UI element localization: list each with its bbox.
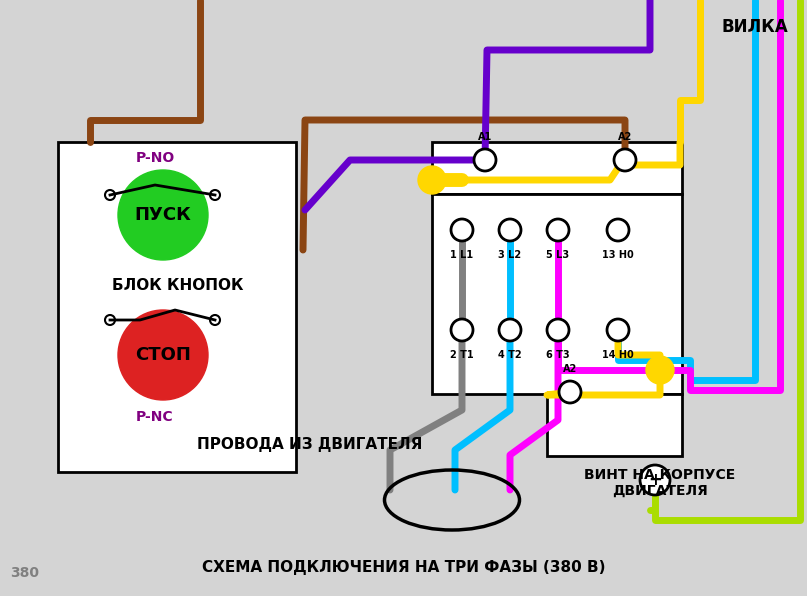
Text: 5 L3: 5 L3 xyxy=(546,250,570,260)
Circle shape xyxy=(418,166,446,194)
FancyBboxPatch shape xyxy=(432,142,682,194)
Circle shape xyxy=(607,319,629,341)
Text: 2 T1: 2 T1 xyxy=(450,350,474,360)
Text: 3 L2: 3 L2 xyxy=(499,250,521,260)
Text: A2: A2 xyxy=(562,364,577,374)
FancyBboxPatch shape xyxy=(58,142,296,472)
Circle shape xyxy=(499,219,521,241)
Circle shape xyxy=(614,149,636,171)
Circle shape xyxy=(118,310,208,400)
Text: 380: 380 xyxy=(10,566,39,580)
FancyBboxPatch shape xyxy=(432,194,682,394)
Text: P-NO: P-NO xyxy=(136,151,174,165)
Circle shape xyxy=(210,190,220,200)
Circle shape xyxy=(105,315,115,325)
Text: 6 T3: 6 T3 xyxy=(546,350,570,360)
Text: ПРОВОДА ИЗ ДВИГАТЕЛЯ: ПРОВОДА ИЗ ДВИГАТЕЛЯ xyxy=(198,437,423,452)
Circle shape xyxy=(547,219,569,241)
Circle shape xyxy=(118,170,208,260)
Text: ВИЛКА: ВИЛКА xyxy=(721,18,788,36)
Circle shape xyxy=(547,319,569,341)
Text: 14 H0: 14 H0 xyxy=(602,350,633,360)
Text: +: + xyxy=(648,471,662,489)
Text: 1 L1: 1 L1 xyxy=(450,250,474,260)
Circle shape xyxy=(607,219,629,241)
Circle shape xyxy=(105,190,115,200)
Text: СХЕМА ПОДКЛЮЧЕНИЯ НА ТРИ ФАЗЫ (380 В): СХЕМА ПОДКЛЮЧЕНИЯ НА ТРИ ФАЗЫ (380 В) xyxy=(203,560,606,575)
Text: P-NC: P-NC xyxy=(136,410,174,424)
Text: ПУСК: ПУСК xyxy=(135,206,191,224)
Text: ВИНТ НА КОРПУСЕ
ДВИГАТЕЛЯ: ВИНТ НА КОРПУСЕ ДВИГАТЕЛЯ xyxy=(584,468,736,498)
Text: СТОП: СТОП xyxy=(135,346,191,364)
Circle shape xyxy=(474,149,496,171)
Circle shape xyxy=(210,315,220,325)
Text: 4 T2: 4 T2 xyxy=(498,350,522,360)
Text: A1: A1 xyxy=(478,132,492,142)
Text: БЛОК КНОПОК: БЛОК КНОПОК xyxy=(112,278,244,293)
Circle shape xyxy=(646,356,674,384)
Circle shape xyxy=(451,219,473,241)
Text: A2: A2 xyxy=(618,132,632,142)
Circle shape xyxy=(640,465,670,495)
FancyBboxPatch shape xyxy=(547,394,682,456)
Circle shape xyxy=(499,319,521,341)
Circle shape xyxy=(451,319,473,341)
Circle shape xyxy=(559,381,581,403)
Text: 13 H0: 13 H0 xyxy=(602,250,633,260)
